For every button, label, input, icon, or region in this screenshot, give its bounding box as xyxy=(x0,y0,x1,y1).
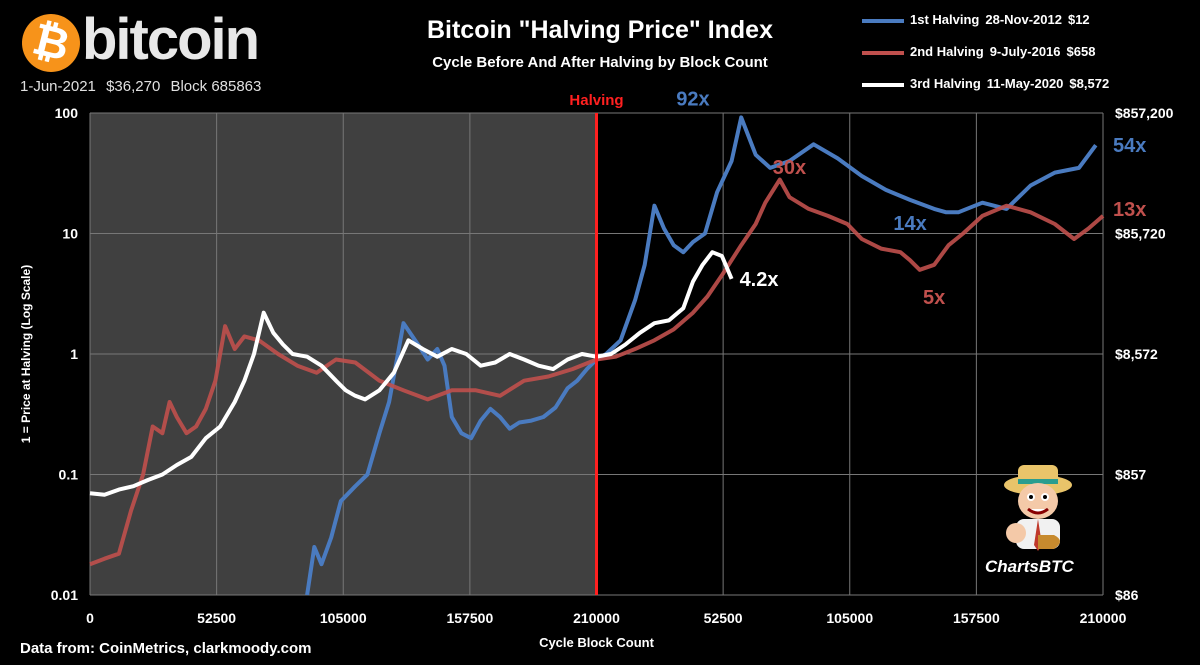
multiplier-annotation: 13x xyxy=(1113,199,1146,221)
legend-price: $658 xyxy=(1066,44,1096,59)
chart-subtitle: Cycle Before And After Halving by Block … xyxy=(432,54,768,71)
price-info: 1-Jun-2021 $36,270 Block 685863 xyxy=(20,78,267,95)
y2-tick-label: $857 xyxy=(1115,467,1146,483)
y-axis-title: 1 = Price at Halving (Log Scale) xyxy=(19,265,33,443)
y2-tick-label: $8,572 xyxy=(1115,346,1158,362)
y-tick-label: 100 xyxy=(55,105,79,121)
x-tick-label: 105000 xyxy=(826,610,873,626)
multiplier-annotation: 14x xyxy=(893,213,926,235)
legend-item-1st-halving: 1st Halving 28-Nov-2012 $12 xyxy=(862,12,1090,27)
info-block: Block 685863 xyxy=(170,78,262,95)
chart-title: Bitcoin "Halving Price" Index xyxy=(426,16,773,44)
x-tick-label: 52500 xyxy=(704,610,743,626)
legend-item-3rd-halving: 3rd Halving 11-May-2020 $8,572 xyxy=(862,76,1109,91)
y2-tick-label: $857,200 xyxy=(1115,105,1174,121)
legend-date: 28-Nov-2012 xyxy=(985,12,1062,27)
y-tick-label: 10 xyxy=(62,226,78,242)
y-tick-label: 0.01 xyxy=(51,587,78,603)
multiplier-annotation: 92x xyxy=(676,88,709,110)
info-date: 1-Jun-2021 xyxy=(20,78,96,95)
legend-price: $12 xyxy=(1067,12,1090,27)
chartsbtc-mascot-icon xyxy=(1004,465,1072,551)
legend-name: 1st Halving xyxy=(910,12,980,27)
legend-price: $8,572 xyxy=(1069,76,1110,91)
multiplier-annotation: 4.2x xyxy=(740,269,779,291)
legend-name: 2nd Halving xyxy=(910,44,984,59)
x-tick-label: 0 xyxy=(86,610,94,626)
legend-swatch-2nd xyxy=(862,50,904,55)
y-tick-label: 1 xyxy=(70,346,78,362)
y-tick-label: 0.1 xyxy=(59,467,79,483)
halving-label: Halving xyxy=(569,92,623,109)
x-tick-label: 52500 xyxy=(197,610,236,626)
y2-tick-label: $85,720 xyxy=(1115,226,1166,242)
legend-item-2nd-halving: 2nd Halving 9-July-2016 $658 xyxy=(862,44,1095,59)
x-tick-label: 157500 xyxy=(447,610,494,626)
legend-date: 9-July-2016 xyxy=(989,44,1061,59)
x-tick-label: 210000 xyxy=(573,610,620,626)
bitcoin-logo-text: bitcoin xyxy=(82,7,260,72)
data-source: Data from: CoinMetrics, clarkmoody.com xyxy=(20,640,312,657)
x-tick-label: 105000 xyxy=(320,610,367,626)
info-price: $36,270 xyxy=(106,78,161,95)
legend-swatch-3rd xyxy=(862,82,904,87)
legend-name: 3rd Halving xyxy=(910,76,981,91)
legend-swatch-1st xyxy=(862,18,904,23)
multiplier-annotation: 54x xyxy=(1113,135,1146,157)
x-tick-label: 210000 xyxy=(1080,610,1127,626)
series-line-3 xyxy=(89,250,734,497)
x-tick-label: 157500 xyxy=(953,610,1000,626)
chartsbtc-label: ChartsBTC xyxy=(985,557,1074,576)
series-line-2 xyxy=(89,177,1105,567)
multiplier-annotation: 30x xyxy=(773,157,806,179)
x-axis-title: Cycle Block Count xyxy=(539,635,655,650)
y2-tick-label: $86 xyxy=(1115,587,1139,603)
legend-date: 11-May-2020 xyxy=(986,76,1064,91)
multiplier-annotation: 5x xyxy=(923,287,945,309)
